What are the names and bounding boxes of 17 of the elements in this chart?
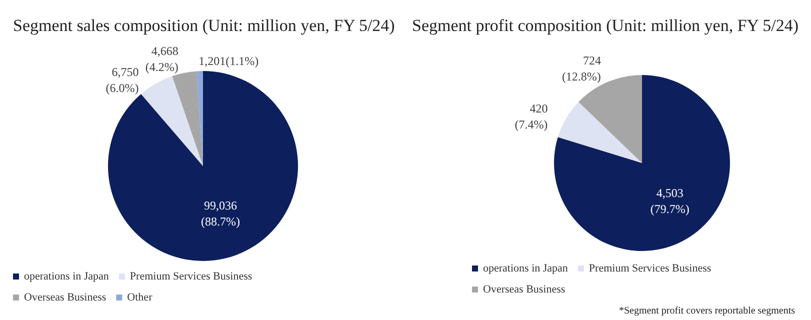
legend-label: Other <box>127 292 153 304</box>
text: *Segment profit covers reportable segments <box>618 306 796 316</box>
data-label: 420 (7.4%) <box>514 101 548 132</box>
data-label: 1,201(1.1%) <box>198 54 259 68</box>
legend-label: Overseas Business <box>24 292 106 304</box>
legend-label: Overseas Business <box>483 284 566 296</box>
legend-label: Premium Services Business <box>130 270 252 282</box>
legend-label: operations in Japan <box>24 270 110 282</box>
data-label: 99,036 (88.7%) <box>201 198 240 228</box>
data-label: 4,503 (79.7%) <box>650 186 690 216</box>
data-label: 4,668 (4.2%) <box>145 44 178 74</box>
legend-label: operations in Japan <box>483 262 568 274</box>
data-label: 6,750 (6.0%) <box>106 65 139 96</box>
data-label: 724 (12.8%) <box>562 53 601 84</box>
chart-title: Segment sales composition (Unit: million yen, FY 5/24) <box>13 16 395 35</box>
legend-label: Premium Services Business <box>588 262 712 274</box>
chart-title: Segment profit composition (Unit: million yen, FY 5/24) <box>412 16 799 35</box>
